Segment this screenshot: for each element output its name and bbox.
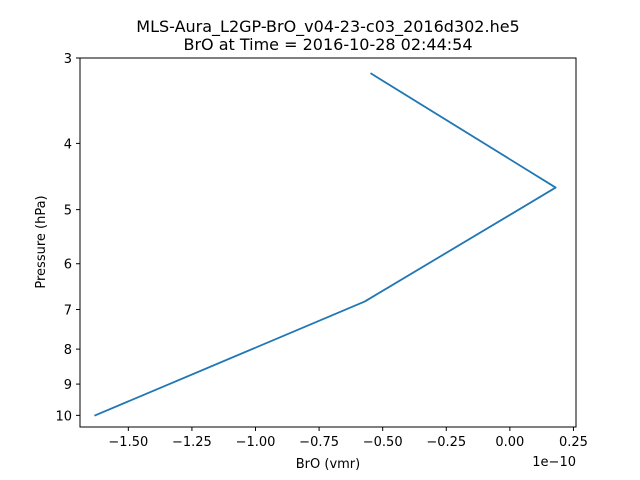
plot-area bbox=[79, 57, 577, 428]
series-points bbox=[95, 73, 556, 416]
x-axis-label: BrO (vmr) bbox=[296, 457, 360, 472]
y-axis: 3 4 5 6 7 8 9 10 bbox=[55, 52, 80, 424]
x-tick-label-4: −0.50 bbox=[363, 435, 403, 450]
x-tick-label-5: −0.25 bbox=[426, 435, 466, 450]
x-tick-label-7: 0.25 bbox=[559, 435, 588, 450]
x-tick-label-1: −1.25 bbox=[172, 435, 212, 450]
x-tick-label-2: −1.00 bbox=[236, 435, 276, 450]
y-axis-label: Pressure (hPa) bbox=[34, 195, 49, 288]
x-tick-label-3: −0.75 bbox=[299, 435, 339, 450]
x-tick-label-6: 0.00 bbox=[495, 435, 524, 450]
y-tick-label-2: 5 bbox=[64, 204, 72, 219]
y-tick-label-4: 7 bbox=[64, 303, 72, 318]
series-line bbox=[94, 72, 557, 417]
y-tick-label-6: 9 bbox=[64, 378, 72, 393]
y-tick-label-5: 8 bbox=[64, 343, 72, 358]
y-tick-label-3: 6 bbox=[64, 258, 72, 273]
y-tick-label-1: 4 bbox=[64, 137, 72, 152]
y-tick-label-0: 3 bbox=[64, 52, 72, 67]
chart-subtitle: BrO at Time = 2016-10-28 02:44:54 bbox=[183, 35, 472, 54]
x-axis-offset-label: 1e−10 bbox=[532, 455, 576, 470]
x-axis: −1.50 −1.25 −1.00 −0.75 −0.50 −0.25 0.00 0.25 bbox=[108, 427, 588, 450]
chart-title: MLS-Aura_L2GP-BrO_v04-23-c03_2016d302.he… bbox=[136, 17, 519, 37]
x-tick-label-0: −1.50 bbox=[108, 435, 148, 450]
y-tick-label-7: 10 bbox=[55, 409, 72, 424]
